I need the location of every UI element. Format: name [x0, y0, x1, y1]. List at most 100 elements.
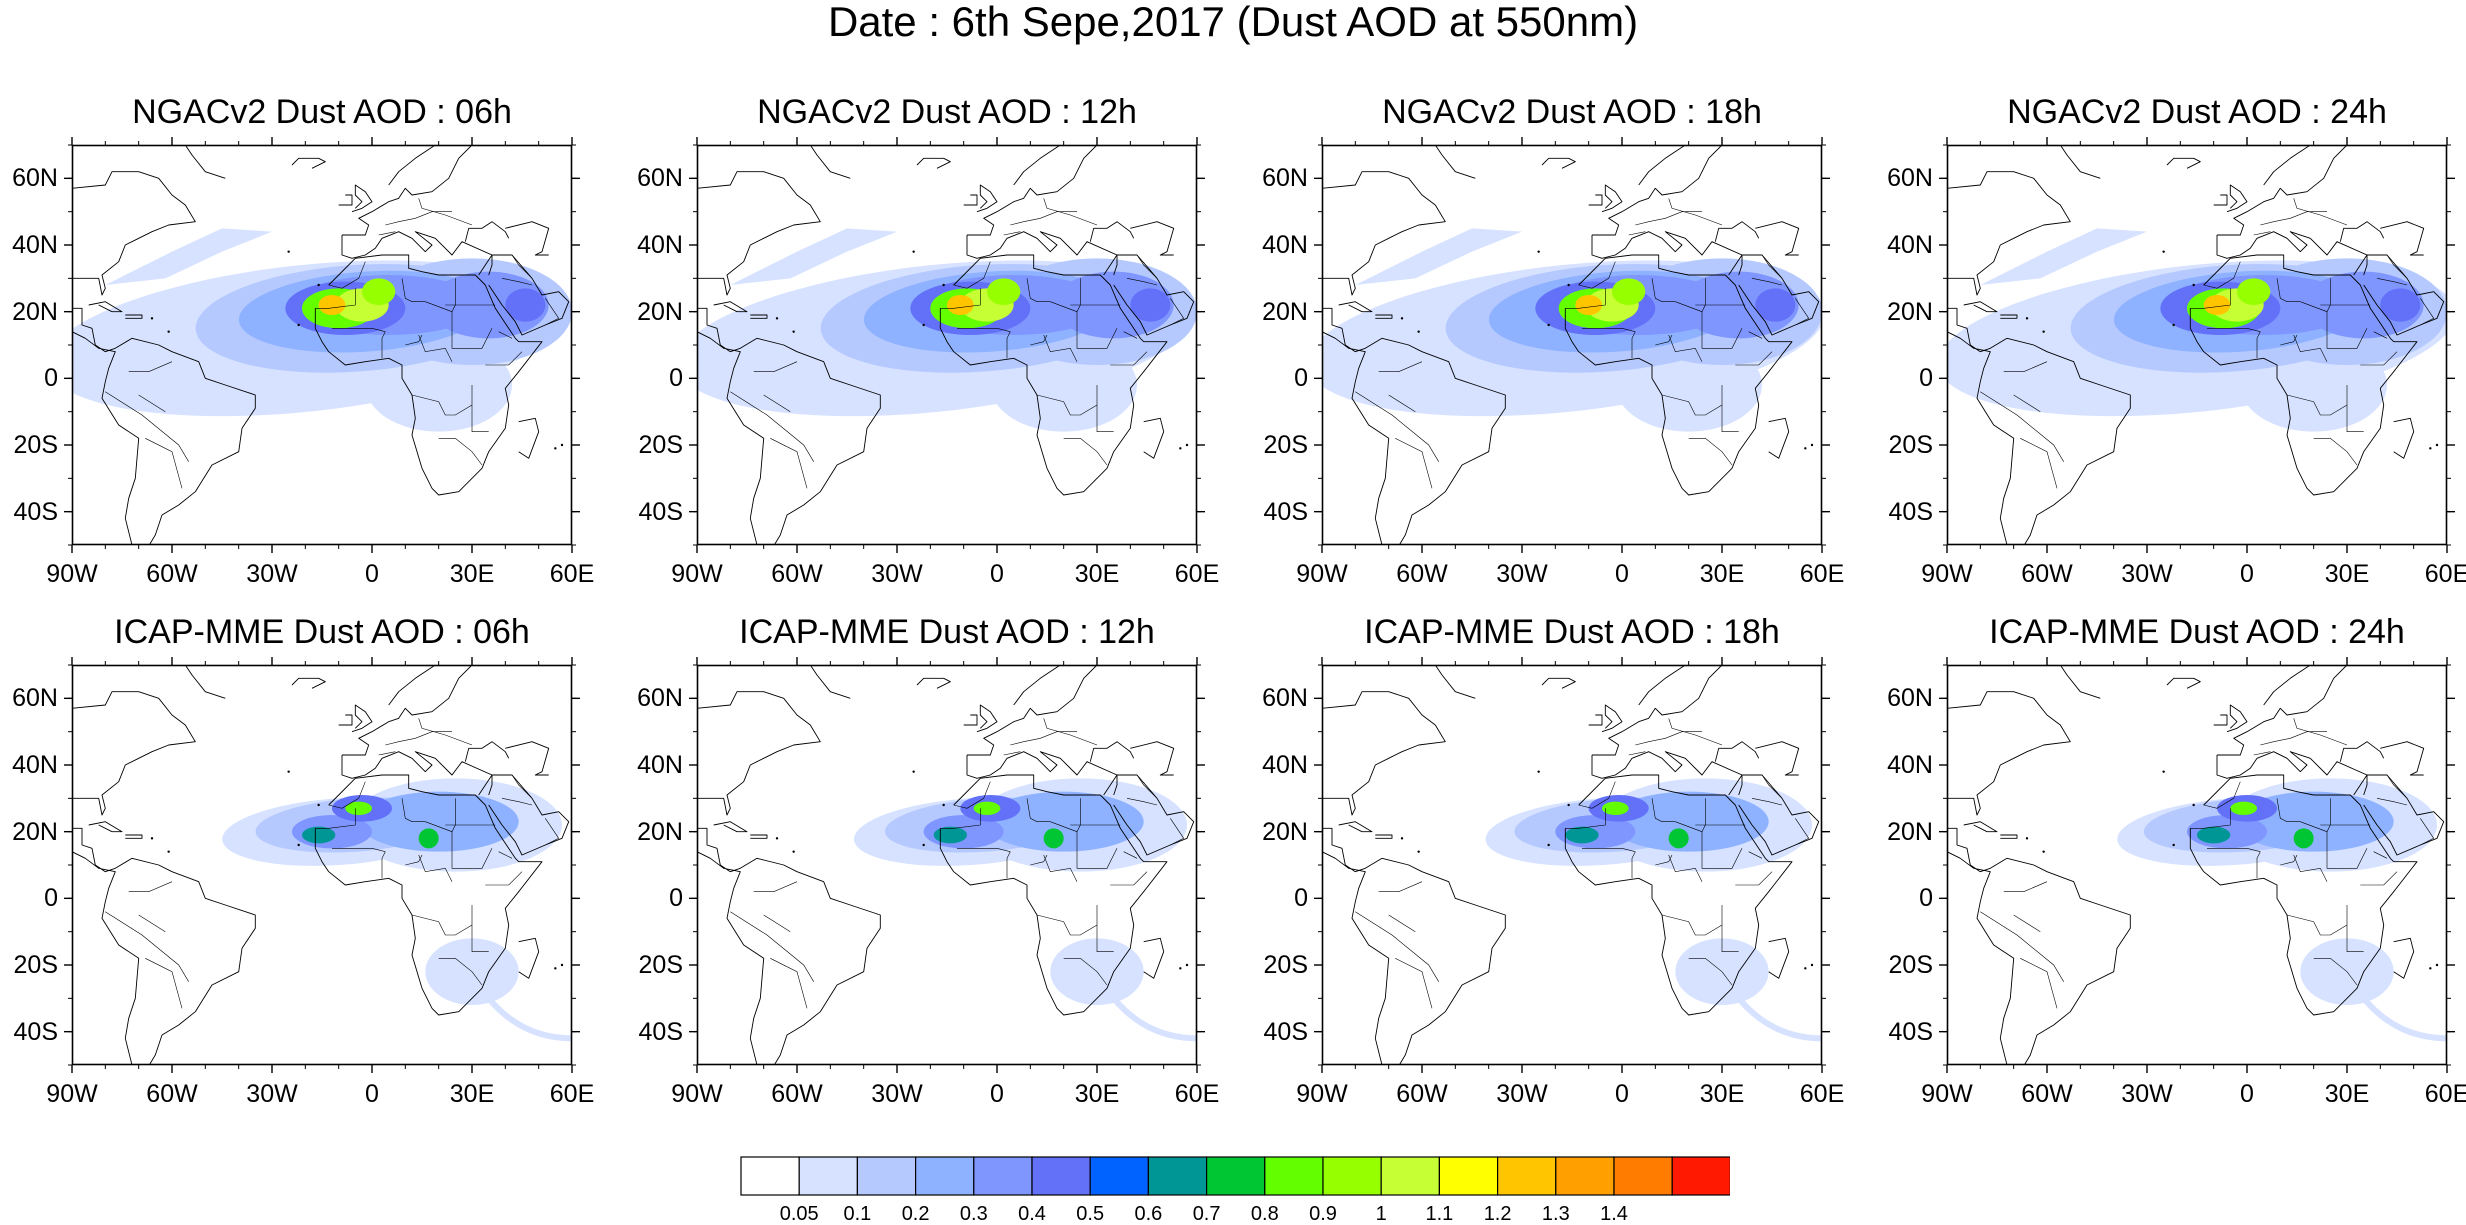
- coastline: [184, 665, 226, 699]
- country-border: [1117, 254, 1158, 279]
- aod-contour-level-1: [1355, 228, 1522, 285]
- country-border: [418, 334, 453, 362]
- lon-tick-label: 60W: [2021, 560, 2073, 588]
- aod-contour-level-7: [933, 826, 967, 844]
- lat-tick-label: 20S: [1263, 431, 1308, 459]
- island-marker: [560, 443, 564, 447]
- lon-tick-label: 60W: [771, 560, 823, 588]
- coastline: [1963, 301, 1998, 313]
- country-border: [1661, 394, 1723, 416]
- coastline: [1338, 821, 1373, 833]
- coastline: [388, 145, 440, 186]
- country-border: [1742, 774, 1783, 799]
- country-border: [1795, 818, 1810, 846]
- lat-tick-label: 40N: [1887, 751, 1933, 779]
- lat-tick-label: 0: [669, 364, 683, 393]
- country-border: [315, 808, 356, 829]
- country-border: [1030, 854, 1048, 866]
- coastline: [1588, 194, 1603, 206]
- country-border: [753, 881, 798, 892]
- coastline: [2226, 184, 2248, 213]
- lon-tick-label: 30W: [2121, 1080, 2173, 1108]
- aod-contour-level-8: [1043, 828, 1064, 849]
- coastline: [2380, 221, 2425, 256]
- island-marker: [1179, 447, 1182, 450]
- country-border: [385, 731, 452, 746]
- country-border: [1110, 871, 1148, 886]
- country-border: [1631, 851, 1636, 879]
- island-marker: [942, 283, 945, 287]
- island-marker: [1567, 283, 1570, 287]
- island-marker: [2172, 323, 2175, 327]
- country-border: [730, 391, 814, 462]
- country-border: [2376, 278, 2408, 286]
- lon-tick-label: 30E: [449, 560, 495, 588]
- aod-contour-level-13: [318, 295, 346, 315]
- coastline: [1375, 834, 1393, 839]
- country-border: [1010, 731, 1077, 746]
- colorbar-swatch: [1031, 1156, 1091, 1196]
- coastline: [518, 417, 540, 459]
- dust-aod-map: [689, 657, 1205, 1073]
- dust-aod-map: [1314, 137, 1830, 553]
- coastline: [125, 834, 143, 839]
- country-border: [957, 848, 1011, 852]
- island-marker: [287, 770, 290, 773]
- island-marker: [922, 843, 925, 847]
- country-border: [2346, 905, 2364, 953]
- island-marker: [1417, 850, 1420, 853]
- country-border: [2013, 914, 2041, 932]
- aod-contour-level-9: [1602, 801, 1629, 815]
- island-marker: [2429, 447, 2432, 450]
- country-border: [1043, 198, 1098, 226]
- country-border: [1631, 331, 1636, 359]
- country-border: [2326, 831, 2368, 869]
- aod-contour-level-13: [947, 295, 974, 315]
- panel-title: ICAP-MME Dust AOD : 24h: [1989, 613, 2405, 651]
- country-border: [1748, 851, 1763, 859]
- lon-tick-label: 60E: [549, 560, 595, 588]
- country-border: [770, 958, 808, 1009]
- country-border: [2203, 261, 2241, 289]
- country-border: [1003, 751, 1021, 756]
- coastline: [351, 704, 373, 733]
- country-border: [2256, 851, 2261, 879]
- colorbar-tick-label: 1.3: [1541, 1203, 1570, 1225]
- country-border: [1003, 231, 1021, 236]
- aod-contour-level-9: [345, 801, 372, 815]
- lat-tick-label: 20S: [13, 431, 58, 459]
- country-border: [1751, 278, 1783, 286]
- country-border: [1395, 438, 1433, 489]
- coastline: [713, 821, 748, 833]
- map-panel-ngac-18h: NGACv2 Dust AOD : 18h 60N 40N 20N 0 20S 40S 90W…: [1262, 93, 1844, 587]
- country-border: [2300, 278, 2331, 313]
- lon-tick-label: 60E: [2424, 1080, 2466, 1108]
- lon-tick-label: 30E: [2324, 1080, 2370, 1108]
- country-border: [1668, 854, 1703, 882]
- country-border: [1378, 361, 1423, 372]
- island-marker: [912, 770, 915, 773]
- island-marker: [1547, 323, 1550, 327]
- lat-tick-label: 40S: [1263, 497, 1308, 526]
- coastline: [88, 821, 123, 833]
- country-border: [105, 391, 189, 462]
- country-border: [501, 798, 533, 806]
- coastline: [809, 665, 851, 699]
- country-border: [425, 798, 456, 833]
- country-border: [763, 914, 791, 932]
- lat-tick-label: 20N: [1262, 817, 1308, 846]
- aod-contour-level-5: [1755, 288, 1796, 322]
- country-border: [1721, 905, 1739, 953]
- island-marker: [2435, 443, 2439, 447]
- aod-contour-level-3: [358, 791, 519, 852]
- aod-contour-level-10: [2237, 278, 2271, 305]
- coastline: [2166, 677, 2201, 689]
- colorbar-swatch: [1206, 1156, 1266, 1196]
- country-border: [501, 278, 533, 286]
- map-frame: [71, 144, 573, 546]
- coastline: [1768, 937, 1790, 979]
- country-border: [1043, 718, 1098, 746]
- country-border: [1378, 881, 1423, 892]
- aod-contour-level-10: [362, 278, 396, 305]
- country-border: [1006, 851, 1011, 879]
